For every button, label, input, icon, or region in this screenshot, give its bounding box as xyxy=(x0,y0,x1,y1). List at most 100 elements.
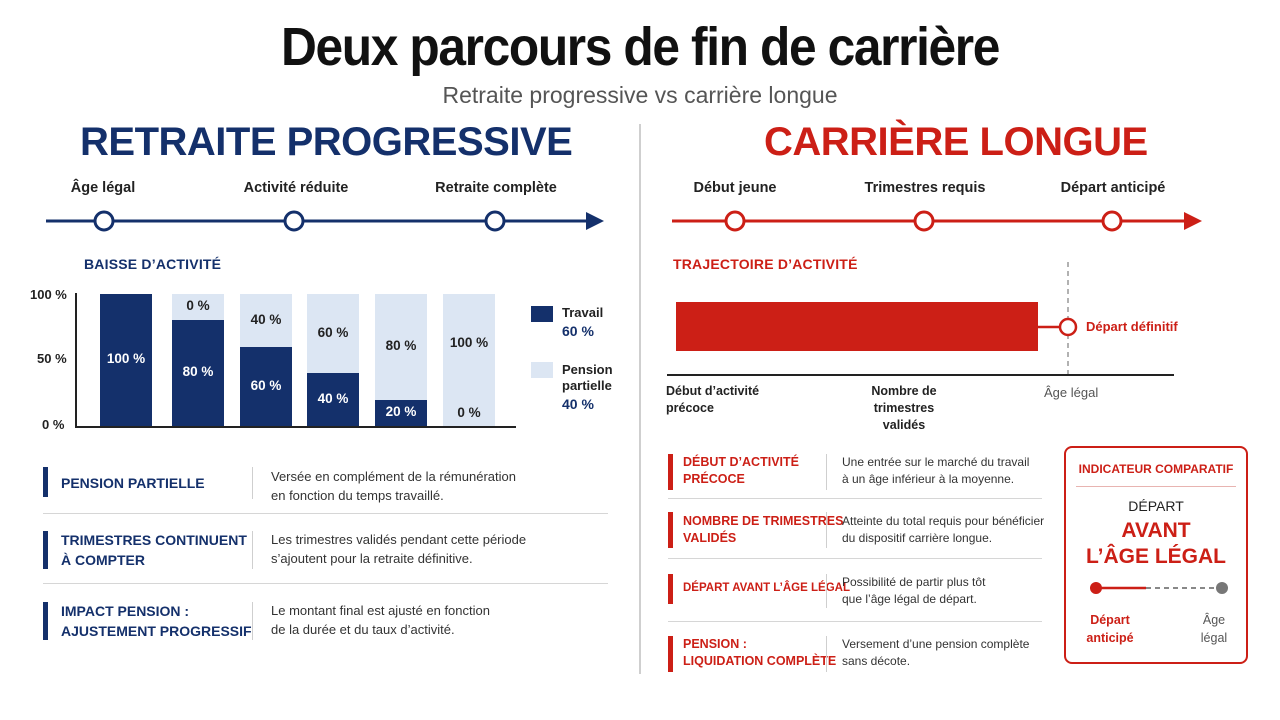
legend-swatch-pension xyxy=(531,362,553,378)
axis-label-trimestres: Nombre de trimestres validés xyxy=(871,384,937,432)
bar-column-4: 40 % 60 % xyxy=(307,294,359,426)
left-timeline-arrow-icon xyxy=(586,212,604,230)
left-chart-heading: BAISSE D’ACTIVITÉ xyxy=(84,256,222,272)
bar-travail-label-4: 40 % xyxy=(317,390,349,406)
bar-travail-label-3: 60 % xyxy=(250,377,282,393)
left-row-2-accent xyxy=(43,531,48,569)
left-timeline-node-1 xyxy=(93,210,115,232)
bar-travail-2 xyxy=(172,320,224,426)
right-row-2-title: NOMBRE DE TRIMESTRES VALIDÉS xyxy=(683,514,844,545)
page-subtitle: Retraite progressive vs carrière longue xyxy=(442,82,838,108)
depart-definitif-node xyxy=(1058,317,1078,337)
bar-pension-label-3: 40 % xyxy=(250,311,282,327)
bar-column-1: 100 % xyxy=(100,294,152,426)
ytick-label-0: 0 % xyxy=(42,417,65,432)
left-row-1-description: Versée en complément de la rémunération e… xyxy=(271,469,516,503)
left-row-1-accent xyxy=(43,467,48,497)
right-timeline-node-1 xyxy=(724,210,746,232)
bar-travail-label-6: 0 % xyxy=(457,405,481,420)
indicator-title: INDICATEUR COMPARATIF xyxy=(1078,462,1234,476)
right-row-1-separator xyxy=(826,454,827,490)
right-row-3-accent xyxy=(668,574,673,604)
bar-travail-5 xyxy=(375,400,427,426)
left-timeline-label-1: Âge légal xyxy=(70,180,136,196)
left-row-divider-1 xyxy=(43,513,608,514)
right-row-1-accent xyxy=(668,454,673,490)
right-section-title: CARRIÈRE LONGUE xyxy=(764,120,1148,164)
legend-value-travail: 60 % xyxy=(562,323,594,339)
axis-label-age-legal: Âge légal xyxy=(1044,385,1099,400)
bar-travail-label-5: 20 % xyxy=(385,404,417,419)
right-row-1-description: Une entrée sur le marché du travail à un … xyxy=(842,455,1030,486)
left-row-2-separator xyxy=(252,531,253,569)
indicator-depart-label: DÉPART xyxy=(1128,498,1184,514)
legend-name-travail: Travail xyxy=(562,305,604,320)
right-timeline-label-1: Début jeune xyxy=(693,180,777,196)
right-row-2-accent xyxy=(668,512,673,548)
left-timeline-label-2: Activité réduite xyxy=(243,180,349,196)
left-section-title: RETRAITE PROGRESSIVE xyxy=(80,120,573,164)
bar-travail-label-1: 100 % xyxy=(106,351,146,366)
legend-value-pension: 40 % xyxy=(562,396,594,412)
bar-column-6: 0 % 100 % xyxy=(443,294,495,426)
right-row-3-separator xyxy=(826,574,827,608)
left-row-3-accent xyxy=(43,602,48,640)
left-row-3-separator xyxy=(252,602,253,640)
right-row-divider-1 xyxy=(668,498,1042,499)
bar-column-2: 80 % 0 % xyxy=(172,294,224,426)
legend-swatch-travail xyxy=(531,306,553,322)
right-row-4-title: PENSION : LIQUIDATION COMPLÈTE xyxy=(683,637,837,668)
indicator-depart-anticipe-dot xyxy=(1090,582,1102,594)
ytick-label-100: 100 % xyxy=(30,287,67,302)
bar-column-5: 20 % 80 % xyxy=(375,294,427,426)
right-row-4-description: Versement d’une pension complète sans déc… xyxy=(842,637,1030,668)
axis-label-debut: Début d’activité précoce xyxy=(666,384,760,415)
left-row-3-description: Le montant final est ajusté en fonction d… xyxy=(271,603,490,637)
right-chart-heading: TRAJECTOIRE D’ACTIVITÉ xyxy=(673,256,858,272)
left-timeline-node-3 xyxy=(484,210,506,232)
indicator-headline: AVANT L’ÂGE LÉGAL xyxy=(1085,519,1226,568)
bar-travail-4 xyxy=(307,373,359,426)
left-timeline-label-3: Retraite complète xyxy=(435,180,557,196)
right-timeline-label-2: Trimestres requis xyxy=(864,180,986,196)
bar-pension-label-4: 60 % xyxy=(317,324,349,340)
legend-name-pension-line2: partielle xyxy=(562,378,612,393)
bar-pension-label-5: 80 % xyxy=(385,338,417,353)
indicator-right-label: Âge légal xyxy=(1200,613,1228,645)
right-row-4-accent xyxy=(668,636,673,672)
left-row-2-title: TRIMESTRES CONTINUENT À COMPTER xyxy=(61,532,247,568)
comparative-indicator-card: INDICATEUR COMPARATIF DÉPART AVANT L’ÂGE … xyxy=(1064,446,1248,664)
right-row-1-title: DÉBUT D’ACTIVITÉ PRÉCOCE xyxy=(683,455,799,486)
bar-travail-3 xyxy=(240,347,292,426)
left-row-divider-2 xyxy=(43,583,608,584)
right-row-2-separator xyxy=(826,512,827,548)
right-row-3-description: Possibilité de partir plus tôt que l’âge … xyxy=(842,575,986,606)
right-timeline-node-3 xyxy=(1101,210,1123,232)
page-title: Deux parcours de fin de carrière xyxy=(281,17,1000,77)
right-row-divider-2 xyxy=(668,558,1042,559)
left-row-2-description: Les trimestres validés pendant cette pér… xyxy=(271,532,527,566)
left-row-3-title: IMPACT PENSION : AJUSTEMENT PROGRESSIF xyxy=(61,603,252,639)
bar-travail-1 xyxy=(100,294,152,426)
right-timeline-label-3: Départ anticipé xyxy=(1060,180,1166,196)
center-divider xyxy=(639,124,641,674)
right-row-4-separator xyxy=(826,636,827,672)
legend-name-pension-line1: Pension xyxy=(562,362,613,377)
bar-travail-label-2: 80 % xyxy=(182,364,214,379)
bar-column-3: 60 % 40 % xyxy=(240,294,292,426)
ytick-label-50: 50 % xyxy=(37,351,67,366)
bar-pension-label-6: 100 % xyxy=(449,335,489,350)
right-timeline-arrow-icon xyxy=(1184,212,1202,230)
left-row-1-separator xyxy=(252,467,253,499)
left-timeline-node-2 xyxy=(283,210,305,232)
bar-pension-label-2: 0 % xyxy=(186,298,210,313)
left-row-1-title: PENSION PARTIELLE xyxy=(61,475,205,491)
right-row-3-title: DÉPART AVANT L’ÂGE LÉGAL xyxy=(683,582,850,594)
right-row-divider-3 xyxy=(668,621,1042,622)
right-row-2-description: Atteinte du total requis pour bénéficier… xyxy=(842,514,1045,545)
indicator-age-legal-dot xyxy=(1216,582,1228,594)
